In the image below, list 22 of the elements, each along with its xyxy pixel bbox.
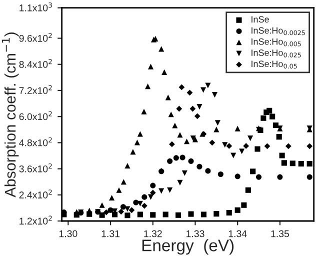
y-tick-label: 1.1x10$^{3}$ — [20, 2, 52, 12]
legend-label: InSe:Ho$_{0.05}$ — [252, 60, 297, 69]
y-tick-label: 4.8x10$^{2}$ — [19, 137, 52, 146]
y-tick-label: 8.4x10$^{2}$ — [19, 59, 52, 68]
legend-label: InSe:Ho$_{0.025}$ — [252, 50, 301, 58]
legend-label: InSe:Ho$_{0.005}$ — [252, 38, 301, 46]
x-tick-label: 1.34 — [228, 230, 247, 238]
y-tick-label: 2.4x10$^{2}$ — [19, 190, 52, 198]
x-tick-label: 1.30 — [59, 230, 78, 238]
y-tick-label: 7.2x10$^{2}$ — [19, 85, 52, 94]
x-tick-label: 1.31 — [102, 230, 120, 238]
y-tick-label: 6.0x10$^{2}$ — [19, 111, 52, 120]
y-tick-label: 3.6x10$^{2}$ — [19, 163, 52, 172]
y-tick-label: 9.6x10$^{2}$ — [19, 32, 52, 42]
legend-label: InSe:Ho$_{0.0025}$ — [252, 27, 305, 36]
x-tick-label: 1.32 — [144, 230, 162, 238]
x-tick-label: 1.35 — [271, 230, 289, 238]
x-axis-title: Energy (eV) — [142, 239, 234, 255]
legend-label: InSe — [252, 16, 269, 23]
x-tick-label: 1.33 — [186, 230, 204, 238]
y-tick-label: 1.2x10$^{2}$ — [20, 216, 52, 225]
y-axis-title: Absorption coeff. (cm$^{−1}$) — [2, 32, 19, 198]
